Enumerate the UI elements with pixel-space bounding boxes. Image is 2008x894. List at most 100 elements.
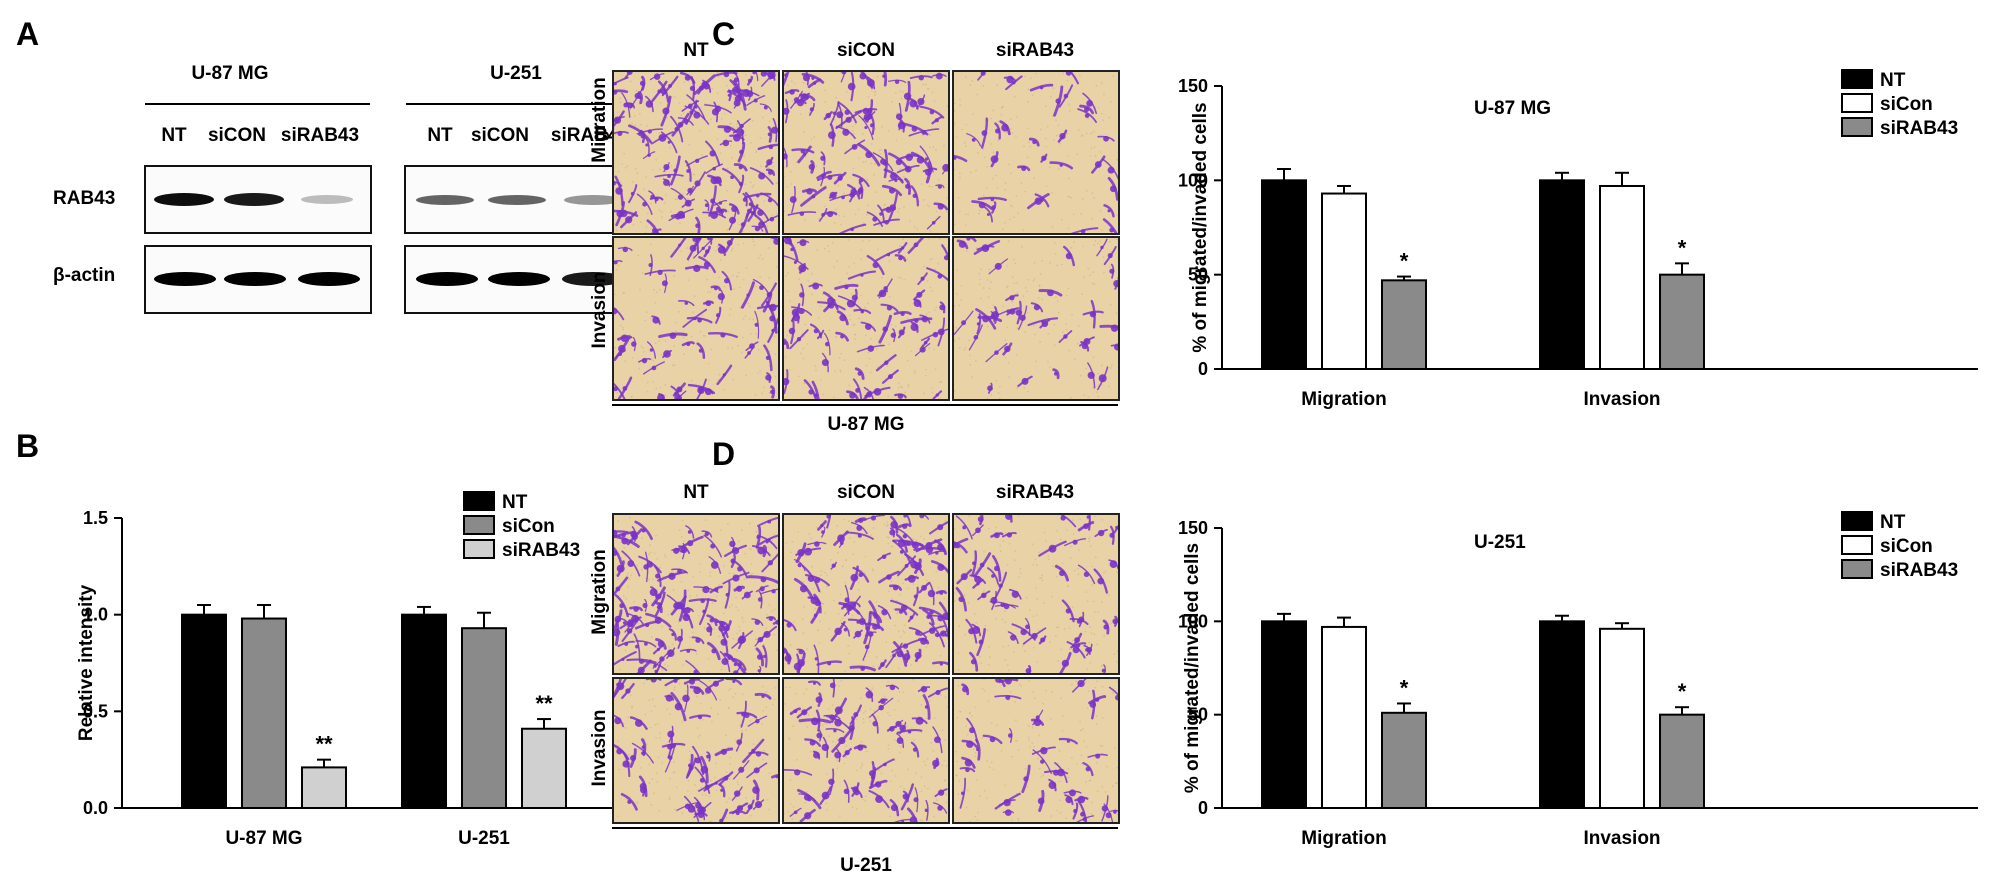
stained-cell-body bbox=[642, 201, 648, 207]
membrane-pore bbox=[614, 114, 615, 117]
membrane-pore bbox=[772, 165, 774, 168]
membrane-pore bbox=[1051, 115, 1054, 118]
membrane-pore bbox=[649, 243, 652, 246]
membrane-pore bbox=[748, 547, 751, 550]
stained-cell-body bbox=[839, 314, 847, 322]
membrane-pore bbox=[967, 601, 970, 604]
membrane-pore bbox=[848, 384, 850, 387]
membrane-pore bbox=[986, 325, 989, 328]
membrane-pore bbox=[954, 339, 956, 342]
stained-cell bbox=[628, 184, 638, 204]
bar bbox=[1599, 627, 1645, 809]
stained-cell-body bbox=[979, 562, 985, 568]
membrane-pore bbox=[889, 815, 891, 818]
stained-cell bbox=[976, 313, 982, 335]
membrane-pore bbox=[731, 347, 734, 349]
stained-cell bbox=[669, 155, 681, 186]
membrane-pore bbox=[646, 743, 648, 746]
membrane-pore bbox=[672, 771, 675, 774]
membrane-pore bbox=[982, 148, 985, 150]
membrane-background bbox=[614, 515, 778, 673]
membrane-pore bbox=[696, 695, 699, 698]
membrane-pore bbox=[625, 597, 628, 600]
stained-cell bbox=[754, 692, 772, 700]
membrane-pore bbox=[995, 526, 998, 529]
membrane-pore bbox=[1053, 344, 1056, 347]
stained-cell-body bbox=[751, 748, 756, 753]
stained-cell-body bbox=[857, 744, 864, 751]
membrane-pore bbox=[1116, 214, 1118, 217]
membrane-pore bbox=[832, 396, 835, 399]
membrane-pore bbox=[937, 672, 940, 673]
stained-cell-body bbox=[833, 728, 837, 733]
blot-row-label-rab43: RAB43 bbox=[53, 188, 116, 209]
stained-cell-body bbox=[864, 125, 868, 130]
stained-cell-body bbox=[623, 102, 629, 108]
stained-cell-body bbox=[862, 107, 870, 115]
stained-cell-body bbox=[655, 573, 661, 579]
membrane-pore bbox=[1105, 570, 1107, 573]
membrane-pore bbox=[751, 186, 754, 188]
stained-cell-body bbox=[747, 804, 753, 810]
membrane-pore bbox=[1076, 153, 1079, 156]
stained-cell-body bbox=[755, 718, 760, 724]
stained-cell-body bbox=[907, 729, 912, 734]
membrane-pore bbox=[617, 740, 620, 743]
stained-cell bbox=[698, 598, 710, 626]
membrane-pore bbox=[1101, 717, 1104, 719]
membrane-pore bbox=[750, 548, 752, 551]
stained-cell-body bbox=[839, 541, 844, 545]
membrane-pore bbox=[1010, 118, 1013, 121]
membrane-pore bbox=[1010, 172, 1013, 175]
membrane-pore bbox=[767, 799, 769, 801]
membrane-pore bbox=[923, 265, 926, 268]
stained-cell-body bbox=[770, 389, 775, 395]
stained-cell-body bbox=[651, 365, 657, 371]
membrane-pore bbox=[725, 84, 728, 87]
membrane-pore bbox=[972, 748, 975, 751]
micro-image bbox=[782, 677, 950, 824]
stained-cell-body bbox=[746, 293, 750, 297]
stained-cell-body bbox=[727, 93, 731, 97]
membrane-pore bbox=[862, 161, 865, 164]
stained-cell-body bbox=[784, 73, 788, 77]
membrane-pore bbox=[931, 391, 934, 394]
membrane-pore bbox=[858, 186, 861, 188]
membrane-pore bbox=[723, 285, 726, 288]
membrane-pore bbox=[958, 210, 961, 213]
stained-cell bbox=[767, 126, 773, 143]
membrane-pore bbox=[616, 392, 619, 394]
stained-cell-body bbox=[852, 786, 859, 793]
membrane-pore bbox=[975, 621, 978, 624]
membrane-pore bbox=[743, 155, 746, 158]
stained-cell bbox=[756, 534, 778, 550]
membrane-pore bbox=[1092, 130, 1095, 133]
membrane-pore bbox=[865, 334, 867, 337]
stained-cell-body bbox=[809, 739, 816, 746]
membrane-pore bbox=[673, 761, 675, 763]
stained-cell bbox=[847, 270, 877, 280]
micro-image bbox=[782, 236, 950, 401]
membrane-pore bbox=[699, 563, 702, 566]
stained-cell-body bbox=[1065, 796, 1073, 804]
membrane-pore bbox=[1024, 330, 1027, 333]
stained-cell-body bbox=[784, 153, 788, 160]
membrane-pore bbox=[957, 668, 960, 671]
stained-cell-body bbox=[653, 73, 661, 80]
stained-cell-body bbox=[667, 743, 674, 750]
membrane-pore bbox=[998, 397, 1001, 399]
membrane-pore bbox=[711, 602, 714, 605]
blot-band bbox=[224, 272, 286, 286]
micro-row-label: Invasion bbox=[589, 271, 610, 349]
membrane-pore bbox=[1093, 146, 1096, 149]
membrane-pore bbox=[647, 553, 650, 556]
stained-cell-body bbox=[812, 81, 817, 85]
membrane-pore bbox=[802, 357, 805, 360]
membrane-pore bbox=[887, 744, 890, 747]
micro-col-label: siRAB43 bbox=[995, 482, 1075, 503]
membrane-pore bbox=[641, 271, 644, 274]
stained-cell-body bbox=[616, 748, 623, 755]
membrane-pore bbox=[1001, 618, 1004, 621]
membrane-pore bbox=[1114, 807, 1117, 810]
stained-cell-body bbox=[1105, 812, 1112, 819]
